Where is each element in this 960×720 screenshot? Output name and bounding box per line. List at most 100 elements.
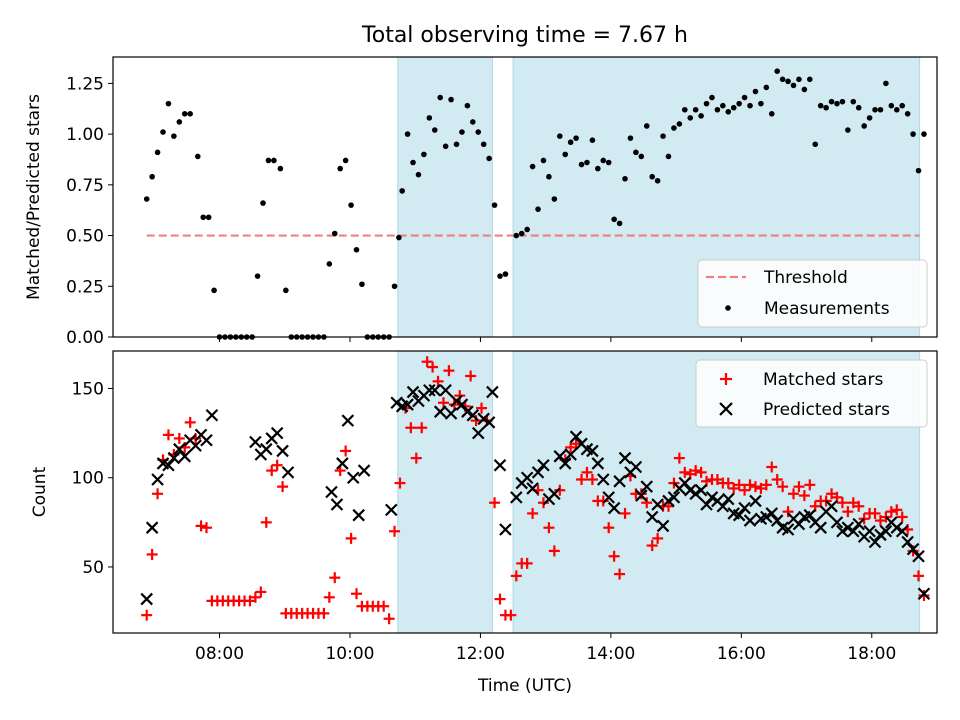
predicted-star-marker [553, 450, 567, 463]
measurement-point [893, 106, 900, 113]
matched-star-marker [597, 495, 609, 507]
predicted-star-marker [890, 521, 904, 534]
measurement-point [883, 80, 889, 87]
measurement-point [823, 104, 829, 111]
measurement-point [410, 159, 416, 166]
y-tick-label: 0.25 [66, 277, 104, 297]
predicted-star-marker [852, 517, 866, 531]
predicted-star-marker [667, 491, 681, 504]
measurement-point [464, 102, 471, 109]
legend-predicted-swatch [719, 402, 733, 416]
predicted-star-marker [901, 535, 914, 549]
measurement-point [611, 216, 617, 223]
predicted-star-marker [738, 501, 751, 515]
matched-star-marker [576, 474, 588, 486]
predicted-star-marker [564, 448, 577, 461]
predicted-star-marker [716, 500, 730, 513]
measurement-point [692, 106, 699, 113]
measurement-point [491, 202, 498, 208]
measurement-point [437, 94, 444, 101]
predicted-star-marker [618, 451, 632, 465]
measurement-point [154, 149, 161, 156]
measurement-point [326, 261, 333, 267]
count-panel-frame [112, 350, 938, 634]
matched-star-marker [465, 370, 477, 382]
predicted-star-marker [760, 510, 773, 524]
measurement-point [421, 151, 427, 158]
predicted-star-marker [276, 444, 289, 458]
measurement-point [187, 111, 193, 117]
predicted-star-marker [640, 480, 654, 493]
matched-star-marker [260, 516, 272, 528]
predicted-star-marker [694, 483, 708, 497]
matched-star-marker [885, 506, 897, 518]
measurement-point [904, 111, 911, 117]
measurement-point [812, 141, 819, 148]
predicted-star-marker [145, 521, 159, 534]
matched-star-marker [619, 507, 631, 519]
measurement-point [331, 230, 338, 237]
predicted-star-marker [401, 398, 414, 411]
predicted-star-marker [803, 508, 817, 522]
matched-star-marker [749, 481, 761, 493]
measurement-point [845, 127, 851, 133]
measurement-point [181, 111, 188, 117]
predicted-star-marker [629, 460, 643, 474]
matched-star-marker [351, 588, 363, 600]
measurement-point [676, 121, 683, 127]
predicted-star-marker [558, 457, 572, 470]
measurement-point [513, 232, 520, 239]
y-tick-label: 150 [72, 379, 104, 399]
predicted-star-marker [249, 435, 262, 449]
matched-star-marker [836, 497, 848, 509]
figure-title: Total observing time = 7.67 h [361, 23, 688, 48]
count-legend-box [695, 359, 928, 428]
matched-star-marker [918, 590, 930, 602]
measurement-point [486, 155, 492, 162]
matched-star-marker [378, 600, 390, 612]
matched-star-marker [405, 422, 417, 434]
predicted-star-marker [586, 444, 599, 458]
predicted-star-marker [765, 507, 779, 520]
predicted-star-marker [336, 457, 349, 470]
y-tick-label: 0.50 [66, 227, 104, 247]
measurement-point [839, 98, 846, 105]
matched-star-marker [548, 545, 560, 557]
matched-star-marker [782, 506, 794, 518]
measurement-point [567, 139, 574, 146]
measurement-point [654, 177, 661, 184]
matched-star-marker [537, 497, 549, 509]
measurement-point [518, 230, 525, 237]
measurement-point [790, 82, 797, 89]
measurement-point [277, 165, 284, 172]
predicted-star-marker [749, 494, 762, 508]
measurement-point [453, 141, 460, 148]
measurement-point [556, 133, 563, 139]
measurement-point [877, 106, 884, 113]
ratio-legend: Threshold Measurements [697, 259, 928, 328]
measurement-point [709, 94, 715, 101]
matched-star-marker [722, 477, 734, 489]
predicted-star-marker [722, 492, 735, 506]
measurement-point [752, 88, 759, 95]
measurement-point [396, 234, 402, 241]
measurement-point [529, 163, 536, 170]
predicted-star-markers [140, 383, 931, 606]
matched-star-marker [146, 548, 158, 560]
measurement-point [796, 76, 802, 83]
matched-star-marker [804, 479, 816, 491]
count-y-label: Count [30, 466, 50, 517]
measurement-point [850, 98, 857, 105]
matched-star-marker [510, 570, 522, 582]
measurement-point [342, 157, 349, 164]
measurement-point [283, 287, 289, 294]
matched-star-marker [581, 466, 593, 478]
predicted-star-marker [466, 408, 480, 422]
measurement-point [497, 273, 503, 279]
measurement-point [687, 115, 694, 121]
ratio-y-label: Matched/Predicted stars [24, 94, 44, 300]
matched-star-marker [891, 504, 903, 516]
predicted-star-marker [792, 517, 806, 531]
matched-star-marker [277, 481, 289, 493]
measurement-point [768, 111, 775, 117]
